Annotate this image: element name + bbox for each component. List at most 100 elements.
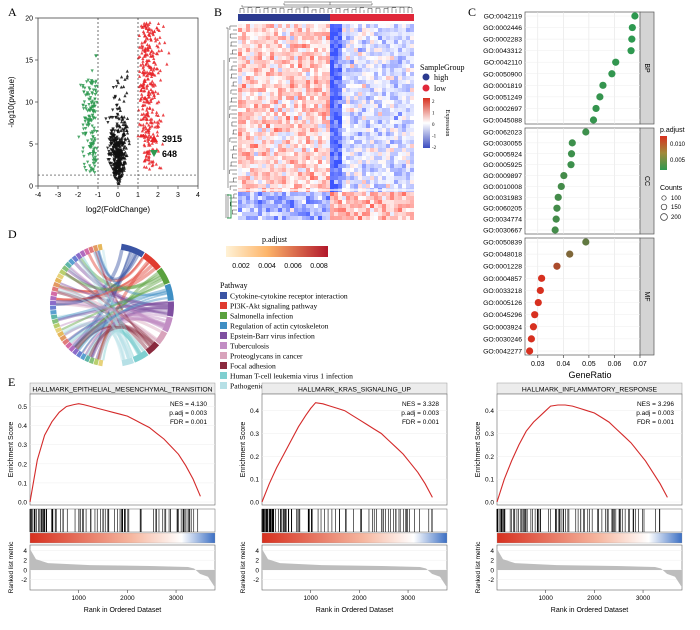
heatmap-cell (306, 40, 310, 44)
heatmap-cell (322, 192, 326, 196)
heatmap-cell (242, 208, 246, 212)
heatmap-cell (406, 36, 410, 40)
heatmap-cell (290, 168, 294, 172)
heatmap-cell (330, 176, 334, 180)
heatmap-cell (254, 84, 258, 88)
heatmap-cell (374, 156, 378, 160)
heatmap-cell (278, 72, 282, 76)
heatmap-cell (250, 56, 254, 60)
volcano-point-up (137, 33, 141, 38)
heatmap-cell (394, 184, 398, 188)
heatmap-cell (250, 192, 254, 196)
volcano-point-up (143, 115, 148, 119)
heatmap-cell (290, 52, 294, 56)
heatmap-cell (322, 24, 326, 28)
heatmap-cell (258, 148, 262, 152)
heatmap-cell (390, 172, 394, 176)
heatmap-cell (382, 112, 386, 116)
heatmap-cell (350, 144, 354, 148)
heatmap-cell (410, 164, 414, 168)
heatmap-cell (290, 212, 294, 216)
heatmap-cell (398, 172, 402, 176)
heatmap-cell (390, 144, 394, 148)
volcano-point-ns (115, 165, 119, 170)
heatmap-cell (322, 124, 326, 128)
heatmap-cell (286, 156, 290, 160)
heatmap-cell (394, 120, 398, 124)
heatmap-cell (282, 208, 286, 212)
heatmap-cell (374, 32, 378, 36)
volcano-point-ns (113, 143, 117, 147)
heatmap-cell (366, 208, 370, 212)
heatmap-cell (314, 172, 318, 176)
heatmap-cell (282, 92, 286, 96)
heatmap-cell (274, 168, 278, 172)
heatmap-cell (338, 40, 342, 44)
volcano-point-down (95, 147, 99, 151)
heatmap-cell (310, 48, 314, 52)
heatmap-cell (382, 140, 386, 144)
dotplot-padj-legend: p.adjust 0.010 0.005 (660, 127, 686, 170)
heatmap-cell (238, 200, 242, 204)
heatmap-cell (322, 184, 326, 188)
volcano-point-ns (111, 132, 116, 136)
heatmap-cell (270, 184, 274, 188)
heatmap-cell (358, 104, 362, 108)
heatmap-cell (262, 124, 266, 128)
heatmap-cell (274, 116, 278, 120)
heatmap-cell (282, 52, 286, 56)
volcano-point-ns (115, 79, 119, 83)
volcano-point-ns (115, 103, 119, 107)
heatmap-cell (314, 128, 318, 132)
heatmap-cell (314, 40, 318, 44)
heatmap-cell (238, 104, 242, 108)
heatmap-cell (410, 120, 414, 124)
volcano-xtick-label: -2 (75, 192, 81, 199)
size-key-150 (660, 203, 668, 211)
dotplot-term-label: GO:0051249 (483, 94, 522, 101)
volcano-point-down (84, 93, 88, 97)
heatmap-cell (390, 176, 394, 180)
heatmap-cell (286, 140, 290, 144)
volcano-point-down (84, 104, 88, 109)
heatmap-cell (338, 200, 342, 204)
volcano-point-up (158, 68, 162, 73)
heatmap-cell (306, 60, 310, 64)
volcano-point-up (155, 130, 159, 134)
heatmap-cell (382, 88, 386, 92)
heatmap-cell (330, 184, 334, 188)
heatmap-cell (314, 100, 318, 104)
heatmap-cell (362, 52, 366, 56)
heatmap-cell (382, 40, 386, 44)
heatmap-cell (270, 160, 274, 164)
heatmap-cell (402, 80, 406, 84)
heatmap-cell (238, 68, 242, 72)
expression-colorbar-tick: 2 (432, 100, 435, 105)
heatmap-cell (310, 204, 314, 208)
heatmap-cell (390, 68, 394, 72)
heatmap-cell (286, 52, 290, 56)
dotplot-facet-label: CC (643, 176, 650, 186)
heatmap-cell (298, 60, 302, 64)
heatmap-cell (386, 76, 390, 80)
heatmap-cell (370, 120, 374, 124)
heatmap-cell (374, 100, 378, 104)
heatmap-cell (398, 180, 402, 184)
heatmap-cell (346, 108, 350, 112)
heatmap-cell (350, 116, 354, 120)
dotplot-term-label: GO:0002446 (483, 25, 522, 32)
heatmap-cell (294, 108, 298, 112)
heatmap-cell (286, 64, 290, 68)
heatmap-cell (366, 124, 370, 128)
gsea-plot: HALLMARK_KRAS_SIGNALING_UP0.00.10.20.30.… (240, 382, 448, 614)
heatmap-cell (242, 104, 246, 108)
heatmap-cell (406, 196, 410, 200)
heatmap-cell (386, 140, 390, 144)
heatmap-cell (350, 36, 354, 40)
volcano-point-ns (117, 97, 122, 101)
heatmap-cell (322, 176, 326, 180)
heatmap-cell (330, 172, 334, 176)
heatmap-cell (346, 136, 350, 140)
heatmap-cell (254, 216, 258, 220)
heatmap-cell (306, 156, 310, 160)
